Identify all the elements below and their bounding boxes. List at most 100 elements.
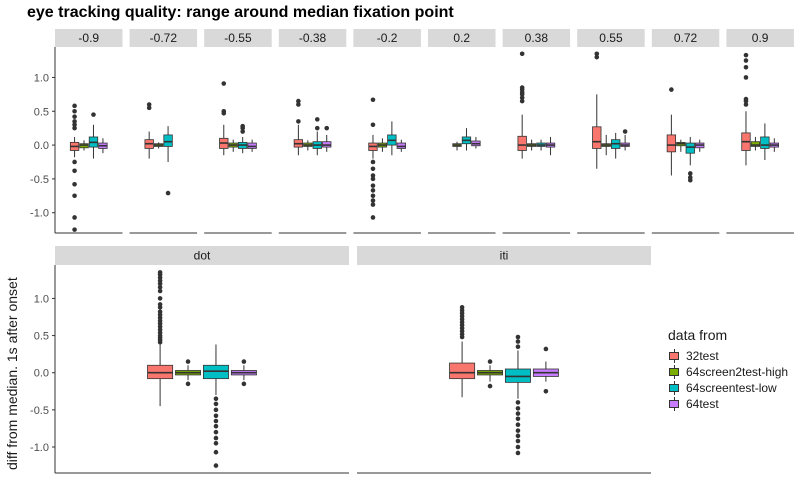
outlier-point [157, 281, 163, 286]
facet-strip-label: -0.9 [78, 31, 99, 45]
legend-item: 64screentest-low [668, 380, 788, 396]
box-32test [666, 134, 677, 153]
outlier-point [687, 177, 693, 183]
facet-strip-label: iti [500, 249, 509, 263]
outlier-point [213, 418, 219, 424]
facet-strip-label: -0.38 [299, 31, 327, 45]
outlier-point [91, 112, 96, 117]
outlier-point [370, 198, 376, 203]
outlier-point [370, 193, 376, 199]
outlier-point [487, 383, 493, 389]
outlier-point [213, 449, 219, 455]
outlier-point [515, 411, 521, 416]
legend-swatch-32test [669, 352, 679, 360]
outlier-point [241, 359, 247, 364]
outlier-point [519, 92, 525, 97]
outlier-point [743, 102, 749, 107]
outlier-point [543, 388, 549, 394]
legend-swatch-64test [669, 400, 679, 408]
outlier-point [370, 97, 376, 103]
facet-strip [357, 246, 651, 265]
outlier-point [240, 125, 245, 131]
outlier-point [72, 215, 77, 220]
legend-key-swatch [668, 349, 680, 363]
legend-label: 64screentest-low [686, 381, 777, 395]
outlier-point [543, 346, 549, 352]
facet-strip-label: 0.9 [752, 31, 769, 45]
outlier-point [72, 168, 77, 174]
outlier-point [515, 422, 521, 428]
box-64screentest-low [760, 136, 770, 149]
outlier-point [213, 463, 219, 468]
outlier-point [296, 119, 301, 124]
facet-strip-label: 0.72 [674, 31, 698, 45]
outlier-point [370, 202, 376, 207]
outlier-point [157, 305, 163, 310]
outlier-point [72, 182, 77, 187]
facet-strip-label: 0.2 [453, 31, 470, 45]
outlier-point [221, 110, 227, 116]
box-64screen2test-high [750, 141, 761, 147]
box-64screentest-low [163, 134, 173, 147]
y-tick-label: 0.5 [34, 331, 49, 343]
facet-strip-label: 0.55 [599, 31, 623, 45]
y-tick-label: -1.0 [30, 442, 49, 454]
outlier-point [72, 103, 77, 109]
legend-label: 64screen2test-high [686, 365, 789, 379]
outlier-point [515, 339, 521, 344]
legend-label: 64test [686, 397, 719, 411]
outlier-point [370, 215, 376, 220]
facet-strip [55, 29, 123, 47]
outlier-point [185, 359, 191, 364]
outlier-point [515, 406, 521, 411]
outlier-point [515, 444, 521, 450]
y-tick-label: 0.0 [34, 368, 49, 380]
outlier-point [146, 105, 152, 111]
outlier-point [72, 125, 77, 131]
facet-strip [278, 29, 347, 47]
y-axis-label: diff from median. 1s after onset [4, 277, 20, 470]
facet-strip-label: 0.38 [525, 31, 549, 45]
outlier-point [72, 119, 77, 124]
outlier-point [157, 288, 163, 294]
box-32test [517, 135, 527, 151]
facet-strip [204, 29, 272, 47]
box-32test [592, 126, 602, 149]
outlier-point [296, 98, 301, 104]
outlier-point [743, 98, 749, 104]
outlier-point [72, 159, 77, 165]
outlier-point [213, 413, 219, 419]
outlier-point [687, 171, 693, 176]
outlier-point [515, 433, 521, 439]
outlier-point [370, 188, 376, 193]
outlier-point [515, 428, 521, 433]
outlier-point [213, 407, 219, 413]
facet-strip [651, 29, 720, 47]
chart-title: eye tracking quality: range around media… [27, 4, 454, 21]
outlier-point [213, 401, 219, 407]
legend-label: 32test [686, 349, 719, 363]
outlier-point [370, 183, 376, 188]
outlier-point [515, 416, 521, 422]
facet-strip [577, 29, 645, 47]
outlier-point [185, 381, 191, 387]
legend-item: 32test [668, 348, 788, 364]
legend: data from 32test 64screen2test-high 64sc… [668, 327, 788, 412]
outlier-point [157, 296, 163, 301]
facet-strip-label: -0.72 [150, 31, 178, 45]
outlier-point [370, 122, 376, 128]
outlier-point [213, 435, 219, 441]
y-tick-label: 0.0 [34, 140, 49, 152]
outlier-point [515, 438, 521, 444]
outlier-point [241, 381, 247, 387]
outlier-point [146, 102, 152, 107]
legend-key-swatch [668, 381, 680, 395]
outlier-point [743, 75, 749, 80]
outlier-point [370, 166, 376, 172]
legend-swatch-64screentest-low [669, 384, 679, 392]
outlier-point [72, 114, 77, 119]
top-facet-row: 1.0 0.5 0.0 -0.5 -1.0 -0.9 -0.72 -0.55 -0.38 -0.2… [30, 29, 794, 234]
outlier-point [594, 51, 600, 57]
outlier-point [487, 359, 493, 364]
y-tick-label: 0.5 [34, 106, 49, 118]
